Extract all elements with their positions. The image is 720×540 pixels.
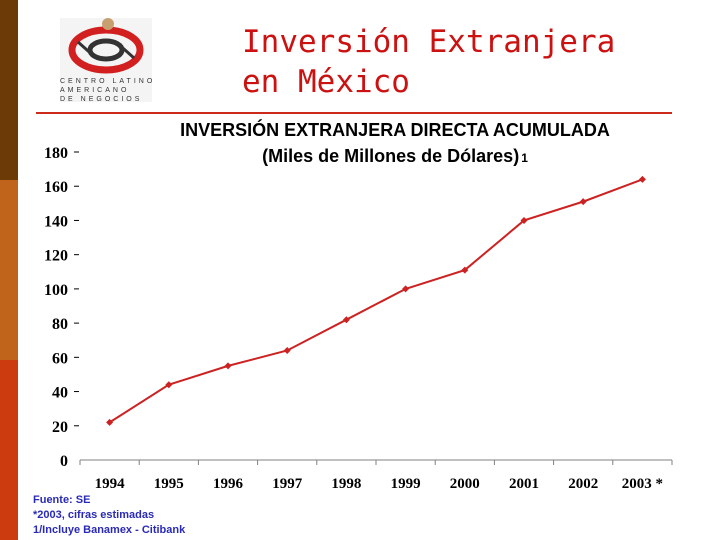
- footnote-source: Fuente: SE: [33, 494, 91, 506]
- data-point-marker: [520, 216, 528, 224]
- footnote-estimate: *2003, cifras estimadas: [33, 509, 155, 521]
- x-tick-label: 1995: [154, 476, 184, 492]
- data-point-marker: [224, 362, 232, 370]
- logo-text-line3: DE NEGOCIOS: [60, 96, 143, 103]
- data-point-marker: [342, 316, 350, 324]
- data-point-marker: [106, 418, 114, 426]
- y-tick-label: 80: [52, 316, 68, 333]
- x-tick-label: 1997: [272, 476, 303, 492]
- y-tick-label: 40: [52, 385, 68, 402]
- y-tick-label: 0: [60, 453, 68, 470]
- series-line: [109, 178, 643, 424]
- x-tick-label: 1999: [391, 476, 421, 492]
- data-point-marker: [165, 381, 173, 389]
- data-point-marker: [402, 285, 410, 293]
- y-tick-label: 100: [44, 282, 68, 299]
- y-tick-label: 120: [44, 248, 68, 265]
- logo-text-line2: AMERICANO: [60, 87, 130, 94]
- y-tick-label: 160: [44, 179, 68, 196]
- x-tick-label: 1996: [213, 476, 244, 492]
- x-tick-label: 2002: [568, 476, 598, 492]
- sidebar-segment-top: [0, 0, 18, 180]
- logo-text-line1: CENTRO LATINO: [60, 78, 156, 85]
- chart-subtitle-text: (Miles de Millones de Dólares): [262, 146, 520, 166]
- data-point-marker: [579, 198, 587, 206]
- title-divider: [36, 112, 672, 114]
- y-tick-label: 140: [44, 213, 68, 230]
- chart-subtitle-note: 1: [521, 151, 528, 165]
- x-tick-label: 2001: [509, 476, 539, 492]
- logo-emblem-icon: [60, 18, 152, 102]
- data-point-marker: [461, 266, 469, 274]
- x-tick-label: 1994: [95, 476, 126, 492]
- x-tick-label: 2003 *: [622, 476, 663, 492]
- chart-subtitle: (Miles de Millones de Dólares) 1: [130, 146, 660, 167]
- y-tick-label: 20: [52, 419, 68, 436]
- data-point-marker: [638, 175, 646, 183]
- x-tick-label: 1998: [331, 476, 361, 492]
- data-point-marker: [283, 346, 291, 354]
- slide-title: Inversión Extranjera en México: [242, 24, 616, 100]
- logo: [56, 14, 156, 106]
- y-tick-label: 180: [44, 145, 68, 162]
- sidebar-segment-bottom: [0, 360, 18, 540]
- y-tick-label: 60: [52, 350, 68, 367]
- chart-title: INVERSIÓN EXTRANJERA DIRECTA ACUMULADA: [180, 120, 610, 140]
- x-tick-label: 2000: [450, 476, 480, 492]
- footnote-citibank: 1/Incluye Banamex - Citibank: [33, 524, 186, 536]
- sidebar-segment-middle: [0, 180, 18, 360]
